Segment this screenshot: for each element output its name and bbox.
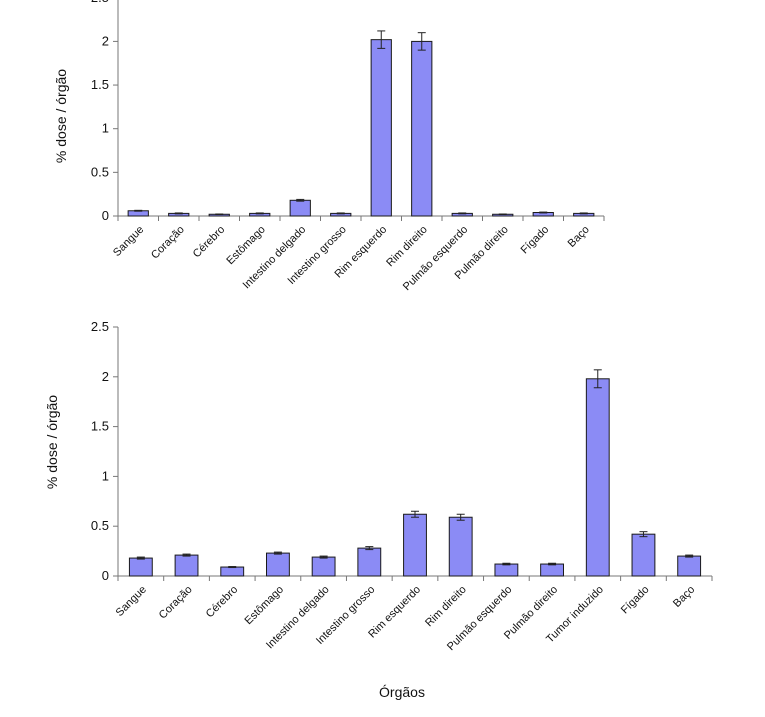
y-axis-title: % dose / órgão [53, 69, 69, 163]
y-tick-label: 0.5 [91, 164, 109, 179]
x-category-label: Baço [671, 584, 697, 610]
bar [677, 555, 702, 577]
y-tick-label: 2.5 [91, 319, 109, 334]
error-bar [593, 369, 602, 389]
bar [448, 516, 473, 577]
x-category-label: Fígado [519, 224, 552, 257]
y-tick-label: 1 [102, 468, 109, 483]
error-bar [377, 30, 386, 49]
y-tick-label: 1.5 [91, 77, 109, 92]
error-bar [319, 555, 328, 559]
error-bar [502, 562, 511, 566]
x-category-label: Coração [157, 584, 195, 622]
x-category-label: Fígado [619, 584, 652, 617]
bar [311, 556, 336, 577]
bar [289, 199, 311, 217]
x-category-label: Sangue [114, 584, 149, 619]
error-bar [548, 562, 557, 566]
y-tick-label: 0 [102, 568, 109, 583]
bar [494, 563, 519, 577]
bar [403, 513, 427, 577]
error-bar [134, 209, 143, 212]
error-bar [456, 513, 465, 521]
y-axis-title: % dose / órgão [44, 395, 60, 489]
bar [540, 563, 565, 577]
x-category-label: Sangue [111, 224, 146, 259]
x-category-label: Estômago [243, 584, 287, 628]
y-tick-label: 1 [102, 121, 109, 136]
error-bar [639, 531, 648, 538]
x-category-label: Baço [566, 224, 592, 250]
y-tick-label: 2.5 [91, 0, 109, 5]
chart-2: 0 0.5 1 1.5 2 2.5 Sangue Coração Cérebro Estômago… [44, 319, 713, 700]
error-bar [182, 553, 191, 557]
error-bar [273, 551, 282, 555]
x-category-label: Estômago [224, 224, 268, 268]
bar [220, 566, 245, 577]
error-bar [174, 212, 183, 215]
bar [631, 533, 656, 577]
error-bar [296, 198, 305, 202]
error-bar [336, 212, 345, 215]
y-tick-label: 2 [102, 33, 109, 48]
y-tick-label: 0.5 [91, 518, 109, 533]
x-category-label: Rim direito [423, 584, 469, 630]
x-category-label: Cérebro [204, 584, 241, 621]
y-tick-label: 2 [102, 369, 109, 384]
chart-1: 0 0.5 1 1.5 2 2.5 SangueCoraçãoCérebroEstômago… [53, 0, 605, 293]
error-bar [215, 213, 224, 216]
error-bar [579, 212, 588, 215]
error-bar [365, 546, 374, 551]
error-bar [228, 566, 237, 569]
bar [411, 40, 433, 217]
error-bar [539, 211, 548, 214]
y-tick-label: 1.5 [91, 419, 109, 434]
x-category-label: Coração [149, 224, 187, 262]
x-category-label: Cérebro [191, 224, 228, 261]
bar [128, 557, 153, 577]
y-tick-label: 0 [102, 208, 109, 223]
bar [266, 552, 290, 577]
bar [174, 554, 199, 577]
x-axis-title: Órgãos [379, 684, 425, 700]
bar [357, 547, 382, 577]
error-bar [411, 510, 419, 518]
error-bar [498, 213, 507, 216]
error-bar [458, 212, 467, 215]
error-bar [685, 554, 694, 558]
bar [585, 378, 610, 577]
error-bar [136, 556, 145, 560]
error-bar [255, 212, 264, 215]
bar [370, 39, 392, 217]
error-bar [417, 32, 426, 51]
